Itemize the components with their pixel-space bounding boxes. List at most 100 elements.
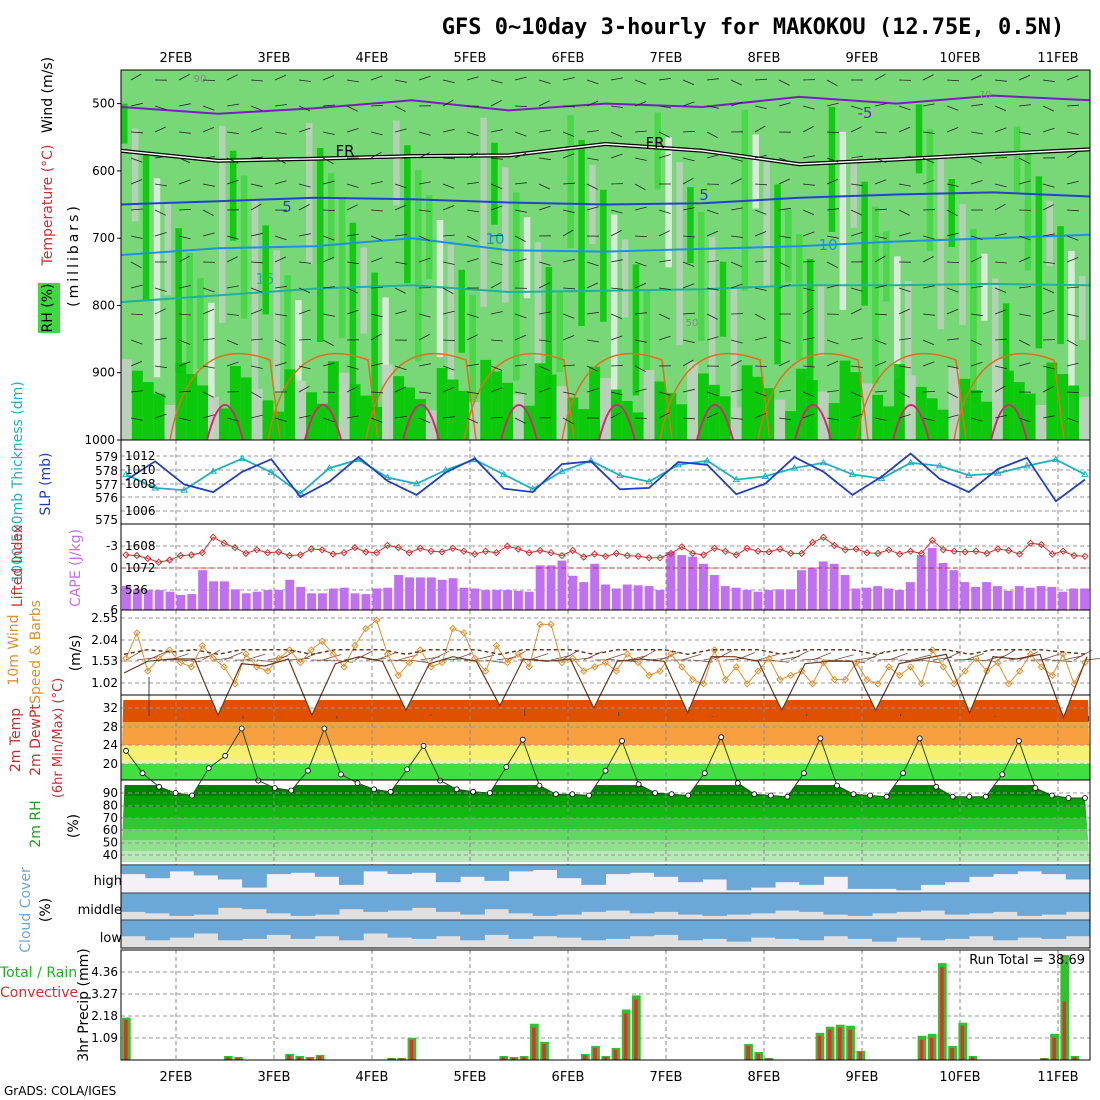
- wind-speed-point: [645, 671, 653, 680]
- wind-barb: [562, 313, 575, 319]
- wind-speed-point: [885, 663, 893, 671]
- cape-bar: [361, 594, 371, 610]
- wind-barb: [946, 105, 959, 111]
- rh-cell: [491, 142, 498, 225]
- contour-label: 90: [194, 74, 207, 85]
- cloud-middle-cell: [484, 893, 510, 910]
- wind-barb: [572, 657, 593, 661]
- wind-barb: [986, 655, 1007, 661]
- wind-speed-point: [623, 650, 632, 658]
- lifted-index-point: [939, 546, 948, 554]
- lifted-index-point: [133, 551, 141, 560]
- wind-barb: [802, 209, 815, 216]
- wind-speed-point: [220, 663, 228, 671]
- wind-barb: [346, 365, 359, 370]
- wind-barb: [1066, 75, 1079, 81]
- date-label-bottom: 10FEB: [939, 1070, 980, 1085]
- wind-barb: [130, 313, 144, 315]
- cloud-middle-cell: [629, 893, 655, 914]
- wind-barb: [877, 658, 898, 661]
- precip-convective-bar: [409, 1039, 414, 1060]
- cloud-low-cell: [339, 920, 364, 941]
- date-label-bottom: 4FEB: [356, 1070, 389, 1085]
- rh-cell: [480, 359, 492, 440]
- wind-barb: [346, 204, 358, 211]
- wind-barb: [274, 180, 287, 185]
- wind-barb: [921, 659, 942, 664]
- wind-barb: [706, 287, 719, 291]
- wind-speed-point: [579, 667, 588, 675]
- rh-labels: 2m RH (%): [28, 800, 82, 847]
- wind-barb: [706, 336, 719, 341]
- wind-barb: [394, 287, 406, 294]
- wind-barb: [298, 105, 311, 112]
- lifted-index-point: [699, 551, 708, 559]
- cloud-high-cell: [823, 866, 849, 877]
- wind-barb: [610, 287, 623, 290]
- rh-cell: [992, 278, 999, 399]
- wind-barb: [274, 235, 287, 241]
- lifted-index-point: [950, 547, 958, 555]
- rh-point: [1049, 792, 1055, 799]
- rh-cell: [338, 372, 350, 440]
- pressure-tick: 900: [92, 366, 115, 380]
- cape-bar: [731, 587, 741, 610]
- wind-barb: [970, 103, 983, 107]
- wind-barb: [826, 157, 839, 163]
- precip-convective-bar: [542, 1043, 546, 1060]
- wind-barb: [394, 79, 407, 83]
- wind-barb: [538, 129, 551, 133]
- wind-barb: [922, 74, 934, 81]
- wind-barb: [180, 659, 201, 663]
- lifted-index-point: [525, 548, 533, 557]
- cape-bar: [546, 565, 556, 610]
- isotherm-line: [120, 191, 1091, 206]
- cape-bar: [786, 589, 795, 610]
- lifted-index-point: [590, 550, 599, 558]
- rh-cell: [534, 242, 542, 377]
- wind-barb: [610, 335, 623, 341]
- cape-bar: [524, 591, 534, 610]
- rh-cell: [382, 364, 394, 440]
- date-label-top: 11FEB: [1037, 51, 1078, 66]
- precip-convective-bar: [858, 1051, 863, 1060]
- cloud-low-cell: [557, 920, 582, 938]
- wind-speed-point: [950, 680, 958, 688]
- cloud-middle-cell: [217, 893, 243, 908]
- wind-barb: [730, 79, 743, 86]
- wind-barb: [730, 389, 743, 393]
- precip-convective-bar: [501, 1057, 506, 1060]
- pressure-tick: 500: [92, 97, 115, 111]
- wind-speed-point: [601, 658, 610, 667]
- wind-barb: [754, 105, 767, 110]
- minmax-axis-label: (6hr Min/Max) (°C): [51, 678, 66, 798]
- wind-barb: [394, 415, 407, 419]
- wind-barb: [994, 338, 1008, 341]
- wind-barb: [466, 258, 479, 263]
- wind-barb: [178, 285, 191, 289]
- wind-barb: [682, 235, 696, 238]
- wind-barb: [946, 127, 959, 133]
- wind-barb: [154, 287, 167, 292]
- cape-panel: -3 0 3 6 1608 1072 536: [106, 523, 1091, 617]
- wind-speed-point: [198, 641, 207, 650]
- cape-bar: [154, 590, 164, 610]
- rh-cell: [698, 211, 705, 341]
- wind-barb: [154, 365, 167, 369]
- cloud-high-cell: [169, 866, 195, 872]
- wind-speed-point: [514, 650, 523, 658]
- wind-barb: [562, 131, 575, 137]
- lifted-index-point: [198, 548, 207, 557]
- rh-point: [536, 782, 543, 789]
- rh-cell: [981, 401, 992, 440]
- wind-barb: [970, 313, 983, 317]
- wind-barb: [490, 157, 503, 160]
- precip-convective-bar: [623, 1013, 628, 1060]
- cloud-middle-cell: [1065, 893, 1091, 912]
- cloud-high-cell: [799, 866, 824, 885]
- wind-barb: [178, 179, 191, 185]
- rh-cell: [360, 395, 372, 440]
- rh-point: [784, 793, 791, 800]
- cloud-low-cell: [678, 920, 703, 941]
